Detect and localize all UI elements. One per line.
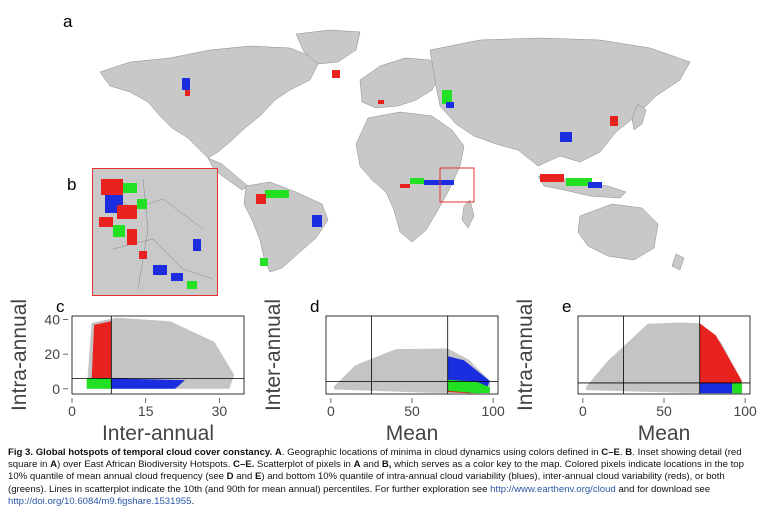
map-africa [355, 111, 465, 243]
scatterplot-d: 0 50 100 d Mean Inter-annual [258, 298, 508, 443]
caption-text: . [191, 495, 195, 507]
caption-text: and for download see [615, 483, 711, 495]
caption-text: . Inset showing detail (red square in [8, 447, 742, 471]
caption-ref: C–E. [233, 459, 255, 471]
caption-text: which serves as a color key to the map. … [8, 459, 744, 483]
caption-ref: B, [381, 459, 392, 471]
caption-ref: B [625, 447, 633, 458]
series-green-points [732, 382, 742, 394]
y-axis-label: Inter-annual [262, 299, 285, 411]
scatter-svg-e: 0 50 100 e Mean Intra-annual [514, 298, 757, 443]
series-blue-points [111, 378, 185, 389]
series-green-points [86, 378, 112, 389]
map-new-zealand [671, 253, 685, 271]
series-grey-points [86, 317, 235, 389]
plot-frame [577, 315, 751, 395]
map-greenland [295, 29, 361, 65]
x-tick-label: 15 [138, 403, 154, 419]
x-tick-label: 100 [481, 403, 505, 419]
scatterplot-c: 0 15 30 0 20 40 c Inter-annual Intra-annual [4, 298, 254, 443]
x-axis-label: Inter-annual [102, 422, 214, 443]
caption-ref: A [353, 459, 361, 471]
x-axis-label: Mean [386, 422, 439, 443]
scatter-svg-c: 0 15 30 0 20 40c Inter-annual Intra-annual [8, 298, 245, 443]
figure-caption: Fig 3. Global hotspots of temporal cloud… [8, 447, 760, 508]
map-madagascar [461, 199, 475, 229]
caption-title: Fig 3. Global hotspots of temporal cloud… [8, 447, 273, 458]
x-tick-label: 30 [212, 403, 228, 419]
x-tick-label: 100 [733, 403, 757, 419]
caption-text: and [360, 459, 382, 471]
map-asia [429, 37, 691, 167]
y-axis-label: Intra-annual [514, 299, 537, 411]
panel-label-a: a [63, 12, 73, 31]
y-tick-label: 20 [44, 346, 60, 362]
map-south-america [243, 181, 329, 273]
caption-ref: C–E [601, 447, 620, 458]
caption-ref: E [254, 471, 262, 483]
panel-label-c: c [56, 298, 65, 316]
caption-ref: A [274, 447, 282, 458]
map-japan [631, 103, 647, 131]
earthenv-link[interactable]: http://www.earthenv.org/cloud [490, 483, 616, 495]
panel-label-b: b [67, 175, 77, 194]
caption-text: . Geographic locations of minima in clou… [281, 447, 602, 458]
caption-ref: A [50, 459, 58, 471]
series-green-points [447, 379, 490, 394]
x-tick-label: 50 [404, 403, 420, 419]
figshare-link[interactable]: http://doi.org/10.6084/m9.figshare.15319… [8, 495, 192, 507]
inset-marker [439, 167, 475, 203]
caption-text: ) over East African Biodiversity Hotspot… [57, 459, 234, 471]
x-tick-label: 0 [327, 403, 335, 419]
x-tick-label: 0 [68, 403, 76, 419]
scatter-svg-d: 0 50 100 d Mean Inter-annual [262, 298, 505, 443]
world-map [99, 29, 691, 273]
caption-ref: D [226, 471, 234, 483]
plot-frame [325, 315, 499, 395]
panel-label-d: d [310, 298, 319, 316]
plot-frame [71, 315, 245, 395]
caption-text: ) and bottom 10% quantile of intra-annua… [8, 471, 725, 495]
map-australia [577, 203, 659, 261]
map-hotspots [182, 70, 618, 266]
map-europe [359, 57, 441, 109]
series-blue-points [699, 383, 733, 394]
inset-panel-b [92, 168, 218, 296]
panel-label-e: e [562, 298, 571, 316]
y-axis-label: Intra-annual [8, 299, 31, 411]
x-tick-label: 50 [656, 403, 672, 419]
x-axis-label: Mean [638, 422, 691, 443]
x-tick-label: 0 [579, 403, 587, 419]
series-red-points [699, 323, 742, 384]
caption-text: . [619, 447, 626, 458]
map-north-america [99, 45, 321, 159]
scatterplot-e: 0 50 100 e Mean Intra-annual [510, 298, 760, 443]
caption-text: Scatterplot of pixels in [254, 459, 354, 471]
caption-text: and [233, 471, 255, 483]
series-red-points [91, 321, 112, 379]
y-tick-label: 40 [44, 311, 60, 327]
y-tick-label: 0 [52, 381, 60, 397]
